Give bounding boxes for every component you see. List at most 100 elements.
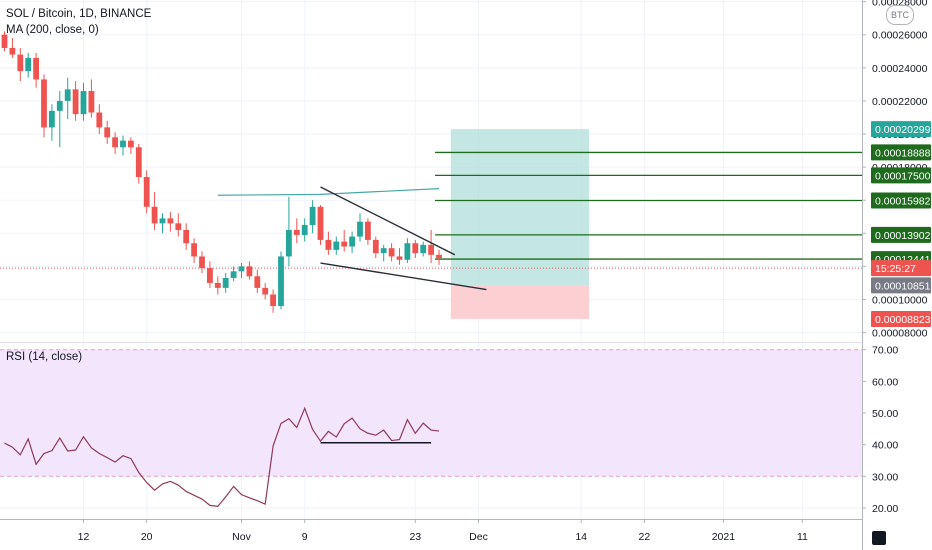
candle [25, 52, 32, 78]
time-tick-label: 20 [141, 531, 153, 543]
candle [317, 205, 324, 245]
candle [254, 269, 261, 293]
symbol-legend[interactable]: SOL / Bitcoin, 1D, BINANCE [6, 8, 152, 20]
candle [380, 244, 387, 262]
candle-body [341, 241, 348, 247]
candle-body [404, 243, 411, 260]
candle-body [17, 54, 24, 72]
candle [41, 74, 47, 138]
candle [191, 238, 197, 264]
time-tick-label: 22 [639, 531, 651, 543]
candle [293, 218, 300, 244]
candle [72, 81, 79, 121]
candle [199, 251, 205, 273]
candle-body [262, 287, 269, 295]
candle-body [135, 147, 142, 178]
price-tag: 0.00018888 [871, 144, 931, 161]
price-tag: 0.00013902 [871, 226, 931, 243]
candle [436, 249, 442, 265]
candle [112, 132, 118, 154]
candle-body [33, 57, 39, 80]
price-tick-label: 0.00022000 [872, 96, 928, 108]
candle-body [120, 140, 126, 148]
candle [341, 229, 348, 252]
stop-zone [450, 285, 590, 319]
candle [412, 239, 419, 259]
candle [120, 135, 126, 156]
candle-body [9, 47, 16, 55]
candle [333, 236, 340, 255]
rsi-tick-label: 20.00 [872, 503, 898, 515]
candle [278, 251, 284, 310]
price-tag: 0.00015982 [871, 192, 931, 209]
candle-body [333, 241, 340, 250]
candle-body [230, 271, 237, 278]
price-tag-label: 0.00015982 [875, 195, 931, 207]
candle-body [207, 268, 213, 283]
candle-body [104, 127, 111, 138]
candle [365, 218, 371, 245]
candle [159, 213, 166, 234]
rsi-tick-label: 70.00 [872, 345, 898, 357]
candle-body [301, 225, 308, 235]
candle-body [278, 256, 284, 307]
time-tick-label: 11 [797, 531, 808, 543]
time-tick-label: 12 [78, 531, 90, 543]
candle-body [88, 90, 95, 113]
candle-body [112, 137, 118, 148]
candle [214, 276, 221, 295]
candle-body [214, 282, 221, 288]
price-tag-background [871, 192, 931, 209]
candle [33, 52, 39, 88]
price-tick-label: 0.00010000 [872, 294, 928, 306]
candle [420, 241, 427, 257]
rsi-tick-label: 30.00 [872, 471, 898, 483]
candle [286, 196, 292, 267]
candle-body [309, 206, 316, 226]
candle-body [183, 229, 190, 244]
candle [49, 104, 55, 141]
candle-body [1, 34, 8, 48]
price-tag-label: 0.00013902 [875, 230, 931, 242]
price-tick-label: 0.00024000 [872, 63, 928, 75]
candle [301, 218, 308, 242]
candle-body [412, 243, 419, 254]
triangle-upper-line [320, 186, 456, 256]
candle-body [191, 243, 197, 257]
currency-badge[interactable]: BTC [886, 5, 914, 25]
candle-body [270, 294, 276, 307]
candle [309, 200, 316, 234]
candle-body [349, 236, 355, 247]
rsi-tick-label: 40.00 [872, 440, 898, 452]
candle [270, 289, 276, 313]
candle-body [293, 229, 300, 235]
price-tag: 0.00017500 [871, 167, 931, 184]
price-tag-background [871, 167, 931, 184]
price-tag-background [871, 226, 931, 243]
candle [396, 248, 403, 265]
candle-body [49, 110, 55, 128]
triangle-lower-line [320, 262, 487, 291]
candle [96, 104, 103, 135]
candle [404, 238, 411, 264]
price-tag-background [871, 310, 931, 327]
candle-body [41, 79, 47, 128]
time-tick-label: Nov [232, 531, 251, 543]
price-tag-background [871, 260, 931, 277]
candle [428, 229, 434, 264]
candle [151, 191, 158, 230]
candle [9, 38, 16, 58]
candle [88, 79, 95, 118]
rsi-band [0, 349, 862, 477]
candle [222, 272, 229, 293]
candle-body [365, 221, 371, 240]
candle [238, 263, 245, 278]
rsi-legend[interactable]: RSI (14, close) [6, 351, 83, 363]
ma-legend[interactable]: MA (200, close, 0) [6, 24, 99, 36]
candle-body [372, 239, 379, 254]
scale-settings-icon[interactable] [872, 531, 886, 545]
candle-body [436, 254, 442, 259]
price-tag-label: 15:25:27 [875, 263, 916, 275]
candle [175, 213, 182, 237]
